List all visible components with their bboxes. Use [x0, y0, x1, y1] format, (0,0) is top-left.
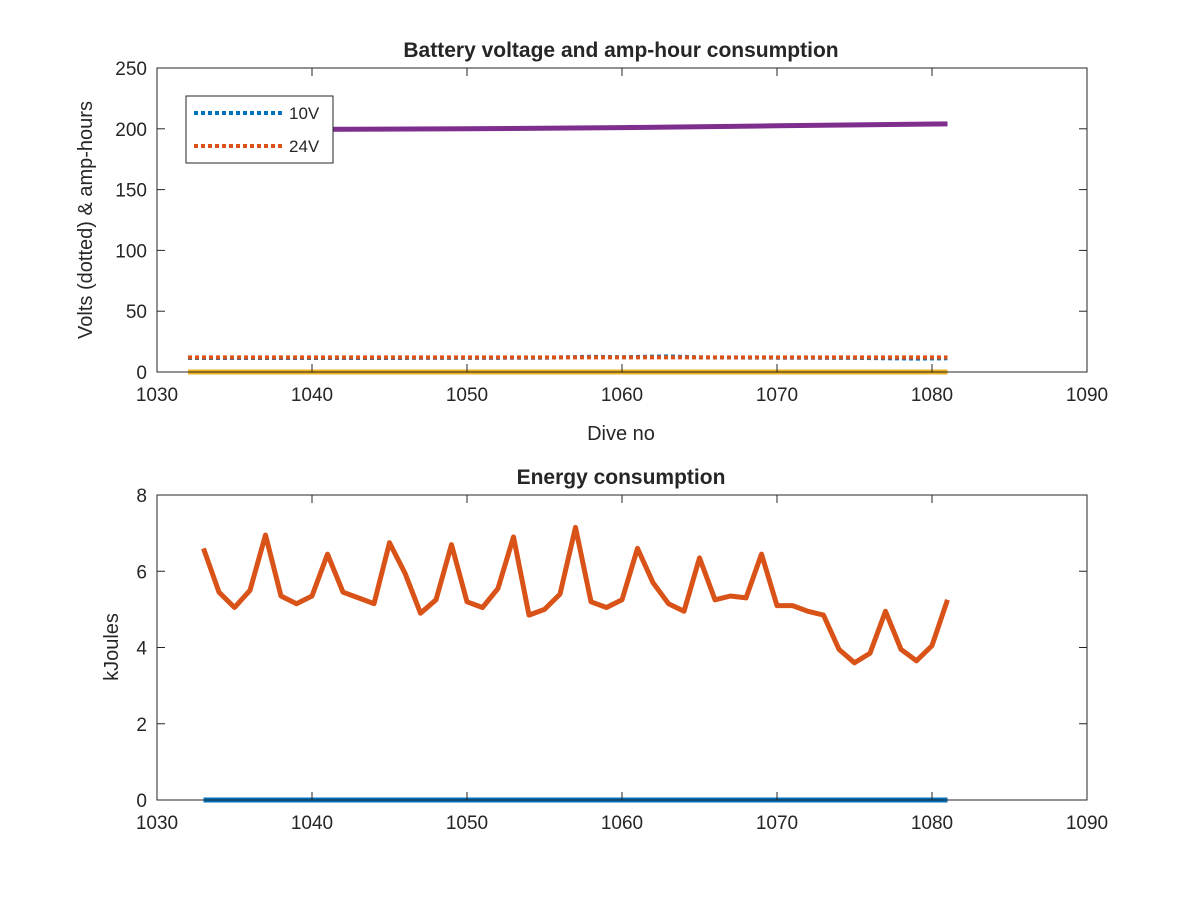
y-axis: 0 50 100 150 200 250	[115, 59, 1087, 384]
plot-area	[157, 495, 1087, 800]
x-tick-label: 1090	[1066, 385, 1108, 406]
x-axis-label: Dive no	[587, 423, 655, 445]
x-tick-label: 1090	[1066, 813, 1108, 834]
y-tick-label: 2	[136, 715, 147, 736]
chart-title: Battery voltage and amp-hour consumption	[403, 39, 838, 62]
y-axis-label: Volts (dotted) & amp-hours	[75, 101, 97, 339]
legend-box	[185, 95, 334, 164]
x-tick-label: 1080	[911, 813, 953, 834]
x-tick-label: 1060	[601, 385, 643, 406]
y-axis-label: kJoules	[101, 613, 123, 681]
y-tick-label: 6	[136, 562, 147, 583]
x-tick-label: 1050	[446, 385, 488, 406]
x-tick-label: 1070	[756, 385, 798, 406]
voltage-chart: Battery voltage and amp-hour consumption…	[75, 39, 1108, 445]
legend-label-10v: 10V	[289, 104, 320, 123]
y-tick-label: 100	[115, 241, 147, 262]
energy-chart: Energy consumption 1030 1040 1050 1060 1070 1…	[101, 466, 1108, 834]
series-2-line	[201, 524, 950, 666]
y-tick-label: 4	[136, 639, 147, 660]
x-tick-label: 1030	[136, 385, 178, 406]
x-tick-label: 1070	[756, 813, 798, 834]
y-tick-label: 150	[115, 181, 147, 202]
x-tick-label: 1040	[291, 813, 333, 834]
x-tick-label: 1050	[446, 813, 488, 834]
x-axis: 1030 1040 1050 1060 1070 1080 1090	[136, 68, 1108, 406]
legend-label-24v: 24V	[289, 137, 320, 156]
y-tick-label: 0	[136, 363, 147, 384]
x-tick-label: 1060	[601, 813, 643, 834]
x-tick-label: 1080	[911, 385, 953, 406]
y-tick-label: 250	[115, 59, 147, 80]
x-tick-label: 1040	[291, 385, 333, 406]
x-tick-label: 1030	[136, 813, 178, 834]
legend: 10V 24V	[185, 95, 334, 164]
x-axis: 1030 1040 1050 1060 1070 1080 1090	[136, 495, 1108, 834]
y-tick-label: 200	[115, 120, 147, 141]
y-tick-label: 8	[136, 486, 147, 507]
chart-title: Energy consumption	[517, 466, 726, 489]
y-axis: 0 2 4 6 8	[136, 486, 1087, 812]
y-tick-label: 50	[126, 302, 147, 323]
y-tick-label: 0	[136, 791, 147, 812]
